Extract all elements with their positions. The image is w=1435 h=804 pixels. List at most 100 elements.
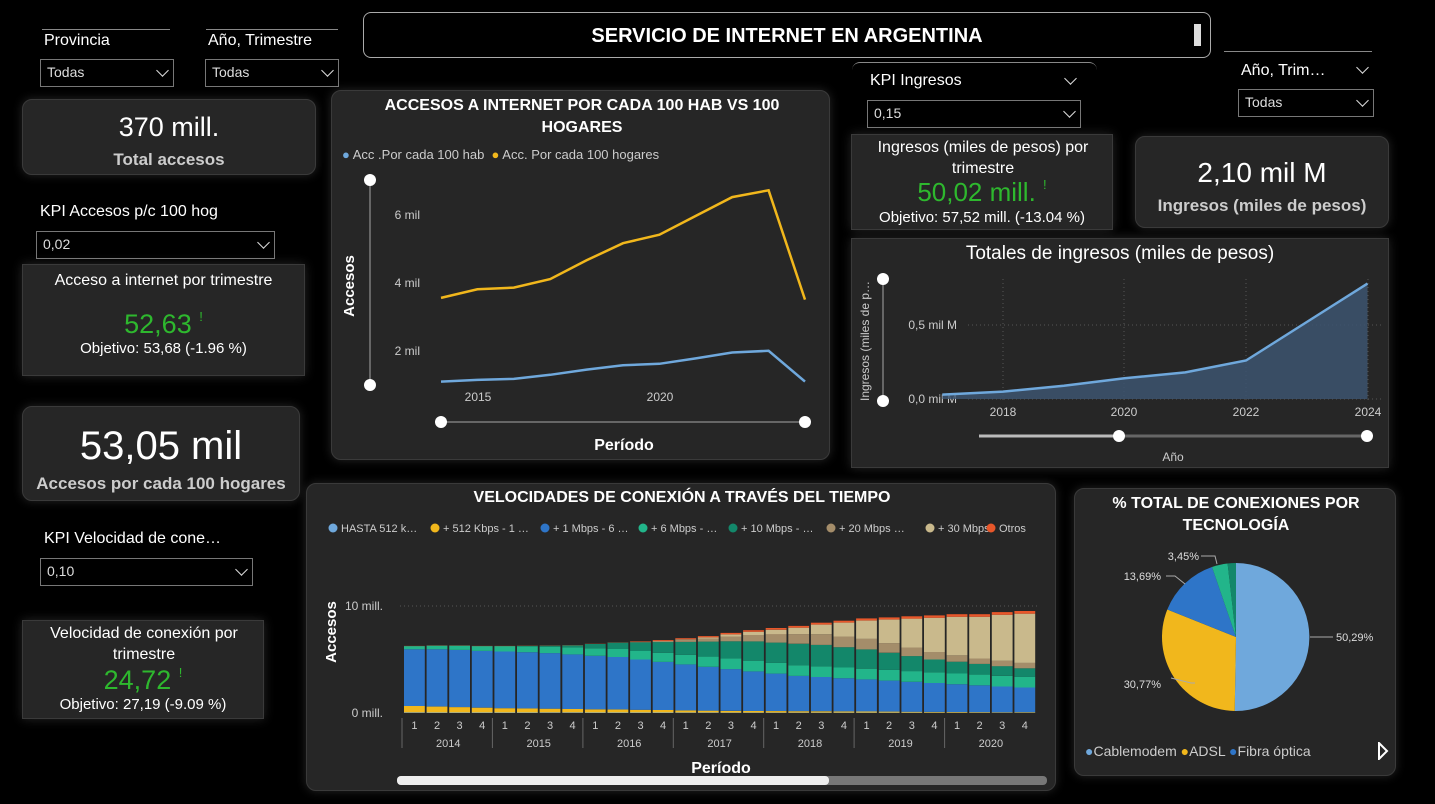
- x-range-handle-right[interactable]: [1361, 430, 1373, 442]
- legend-dot-icon: [638, 523, 648, 533]
- ingresos-xtick: 2022: [1233, 405, 1260, 419]
- bar-segment: [810, 711, 832, 713]
- kpi-velocidad-value: 0,10: [47, 563, 75, 579]
- bar-segment: [901, 711, 923, 713]
- bar-segment: [449, 649, 470, 708]
- bar-segment: [1014, 668, 1036, 677]
- bar-segment: [675, 642, 697, 655]
- bar-segment: [471, 646, 493, 651]
- chevron-down-icon[interactable]: [1356, 61, 1369, 74]
- ingresos-xtick: 2024: [1355, 405, 1382, 419]
- year-tick: 2017: [707, 738, 731, 750]
- bar-segment: [426, 712, 448, 713]
- bar-segment: [833, 711, 855, 713]
- anio-trim-right-dropdown[interactable]: Todas: [1238, 89, 1374, 117]
- kpi-ingresos-total-label: Ingresos (miles de pesos): [1157, 196, 1367, 215]
- bar-segment: [584, 648, 606, 656]
- kpi-velocidad-trimestre-goal: Objetivo: 27,19 (-9.09 %): [59, 696, 227, 713]
- legend-item-speed: + 20 Mbps …: [839, 523, 905, 535]
- provincia-divider: [42, 29, 170, 30]
- bar-segment: [788, 643, 810, 666]
- bar-segment: [878, 669, 900, 681]
- bar-segment: [810, 644, 832, 667]
- year-tick: 2015: [526, 738, 550, 750]
- legend-item-speed: + 6 Mbps - …: [651, 523, 717, 535]
- quarter-tick: 1: [863, 720, 869, 732]
- x-range-handle-right[interactable]: [799, 416, 811, 428]
- bar-segment: [946, 655, 968, 662]
- bar-segment: [765, 673, 787, 711]
- bar-segment: [856, 649, 877, 669]
- line-series-0: [440, 349, 806, 383]
- kpi-alert-icon: !: [199, 309, 203, 324]
- quarter-tick: 3: [547, 720, 553, 732]
- kpi-velocidad-label: KPI Velocidad de cone…: [44, 530, 222, 547]
- kpi-acceso-trimestre-value: 52,63: [124, 309, 192, 339]
- bar-segment: [788, 627, 810, 635]
- anio-trimestre-dropdown[interactable]: Todas: [205, 59, 339, 87]
- pie-label-adsl: 30,77%: [1124, 679, 1162, 691]
- anio-trim-right-divider: [1224, 51, 1372, 52]
- bar-segment: [539, 708, 561, 713]
- kpi-ingresos-dropdown[interactable]: 0,15: [867, 100, 1081, 128]
- velocidades-ytick: 10 mill.: [345, 599, 383, 613]
- bar-segment: [607, 642, 629, 649]
- bar-segment: [697, 637, 719, 639]
- bar-segment: [539, 645, 561, 647]
- legend-dot-icon: ●: [1180, 743, 1190, 759]
- bar-segment: [991, 666, 1013, 676]
- bar-segment: [991, 614, 1013, 661]
- ingresos-chart-card: Totales de ingresos (miles de pesos) Ing…: [851, 238, 1389, 468]
- legend-dot-icon: [328, 523, 338, 533]
- legend-item-hogares: Acc. Por cada 100 hogares: [502, 147, 660, 162]
- legend-dot-icon: ●: [1229, 743, 1238, 759]
- legend-next-icon[interactable]: [1377, 742, 1389, 760]
- kpi-ingresos-total-card: 2,10 mil M Ingresos (miles de pesos): [1135, 136, 1389, 228]
- y-range-handle-top[interactable]: [364, 174, 376, 186]
- bar-segment: [697, 710, 719, 713]
- pie-label-fibra: 13,69%: [1124, 571, 1162, 583]
- bar-segment: [1014, 611, 1036, 614]
- bar-segment: [517, 708, 538, 713]
- quarter-tick: 1: [954, 720, 960, 732]
- y-range-handle-top[interactable]: [877, 273, 889, 285]
- kpi-total-accesos-value: 370 mill.: [118, 112, 220, 142]
- x-range-handle-left[interactable]: [435, 416, 447, 428]
- accesos-chart-legend: ● Acc .Por cada 100 hab ● Acc. Por cada …: [342, 147, 659, 162]
- kpi-alert-icon: !: [178, 665, 183, 680]
- scrollbar-thumb[interactable]: [397, 776, 829, 785]
- bookmark-icon[interactable]: [1194, 24, 1201, 46]
- legend-dot-icon: [925, 523, 935, 533]
- provincia-dropdown[interactable]: Todas: [40, 59, 174, 87]
- bar-segment: [652, 641, 674, 643]
- bar-segment: [720, 636, 742, 642]
- bar-segment: [969, 685, 990, 713]
- anio-trim-right-value: Todas: [1245, 94, 1283, 110]
- bar-segment: [765, 634, 787, 643]
- bar-segment: [743, 631, 764, 635]
- bar-segment: [697, 636, 719, 638]
- bar-segment: [946, 616, 968, 656]
- y-range-handle-bottom[interactable]: [364, 379, 376, 391]
- accesos-xtick: 2015: [465, 390, 492, 404]
- kpi-ingresos-label: KPI Ingresos: [870, 72, 962, 89]
- kpi-accesos-100-hogares-value: 53,05 mil: [79, 424, 243, 468]
- bar-segment: [675, 710, 697, 713]
- bar-segment: [1014, 613, 1036, 663]
- kpi-velocidad-dropdown[interactable]: 0,10: [40, 558, 253, 586]
- accesos-ytick: 6 mil: [395, 208, 420, 222]
- kpi-accesos-hog-dropdown[interactable]: 0,02: [36, 231, 275, 259]
- bar-segment: [517, 652, 538, 709]
- area-line: [942, 282, 1369, 396]
- tecnologia-chart-plot: 50,29% 30,77% 13,69% 3,45%: [1124, 551, 1374, 712]
- y-range-handle-bottom[interactable]: [877, 395, 889, 407]
- bar-segment: [652, 640, 674, 641]
- x-range-handle-left[interactable]: [1113, 430, 1125, 442]
- legend-item-speed: Otros: [999, 523, 1026, 535]
- bar-segment: [878, 652, 900, 670]
- bar-segment: [652, 712, 674, 713]
- bar-segment: [946, 661, 968, 674]
- quarter-tick: 2: [886, 720, 892, 732]
- bar-segment: [539, 653, 561, 709]
- accesos-ytick: 2 mil: [395, 344, 420, 358]
